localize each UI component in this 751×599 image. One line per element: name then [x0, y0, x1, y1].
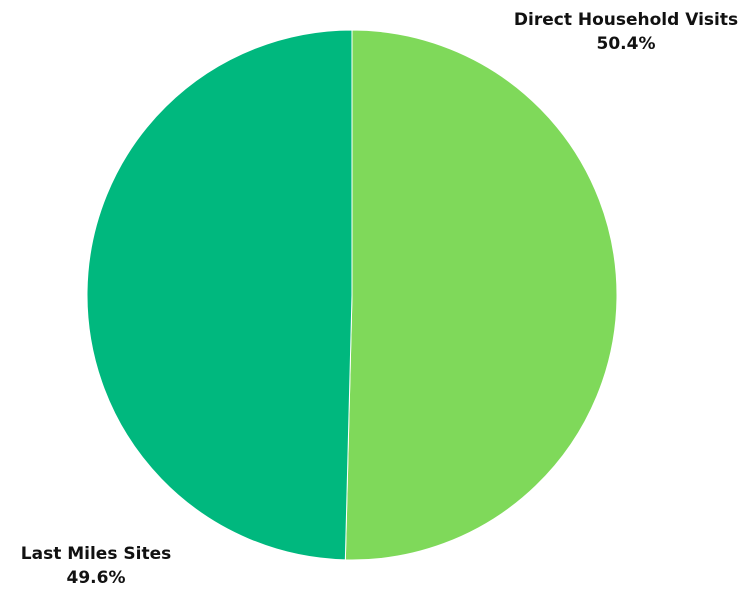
- slice-name-direct-household-visits: Direct Household Visits: [513, 10, 739, 30]
- slice-label-last-miles-sites: Last Miles Sites 49.6%: [0, 542, 192, 590]
- slice-value-direct-household-visits: 50.4%: [596, 34, 656, 54]
- slice-name-last-miles-sites: Last Miles Sites: [20, 544, 172, 564]
- pie-slice-last-miles-sites: [86, 29, 353, 561]
- slice-label-direct-household-visits: Direct Household Visits 50.4%: [503, 8, 749, 56]
- slice-value-last-miles-sites: 49.6%: [66, 568, 126, 588]
- pie-slice-direct-household-visits: [344, 29, 618, 561]
